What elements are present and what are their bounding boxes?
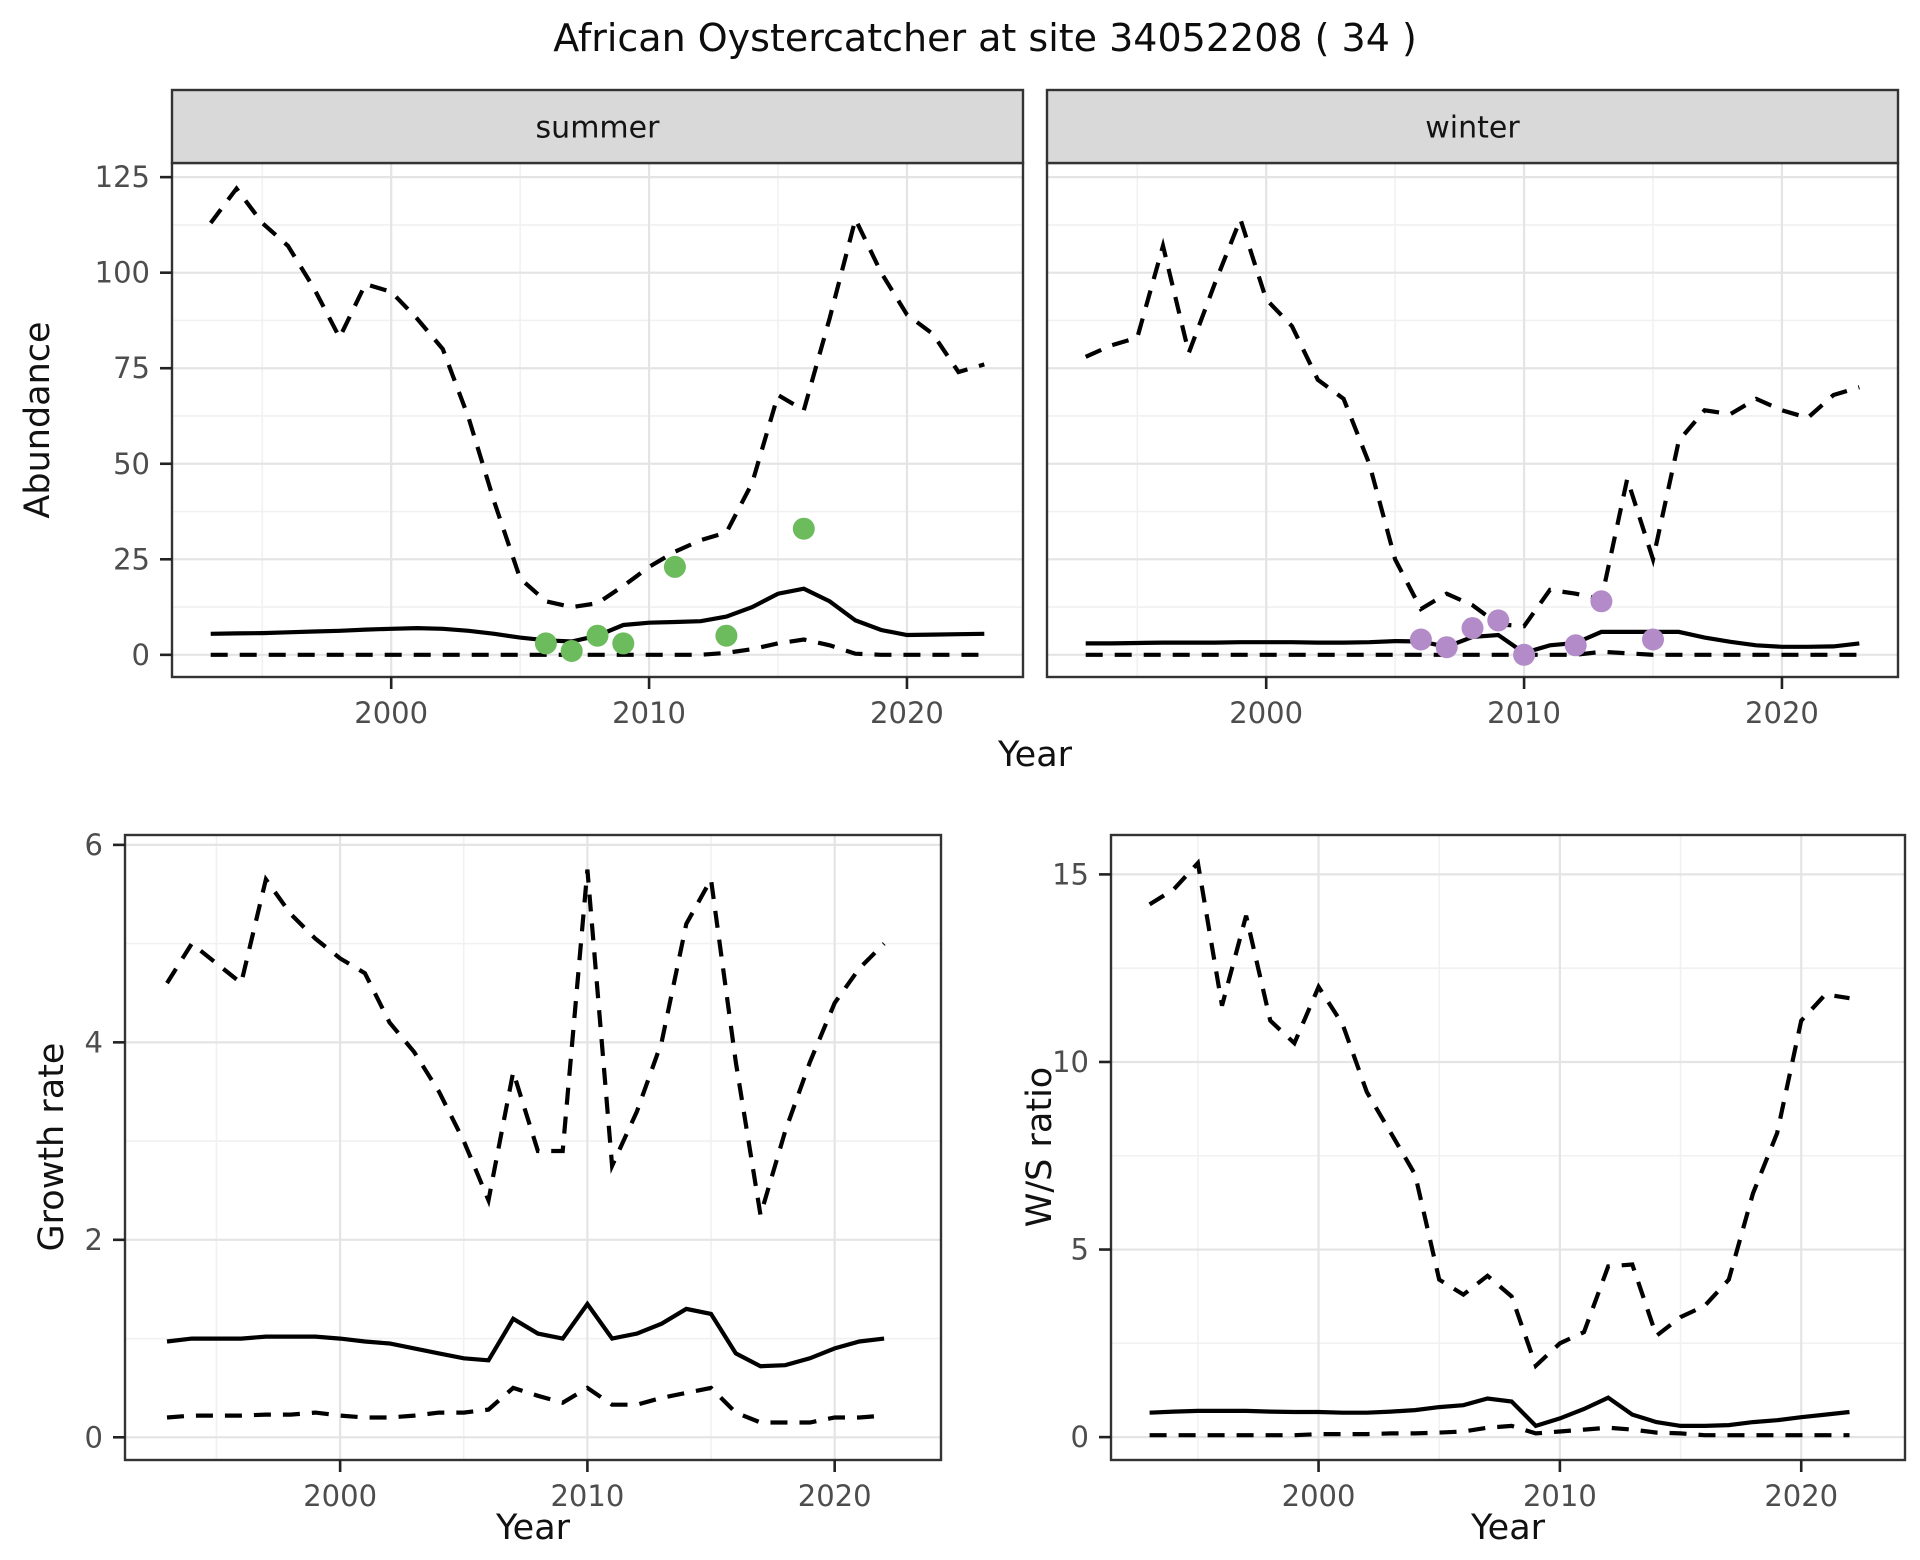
y-tick-label: 0 [1071,1420,1089,1454]
x-tick-label: 2010 [612,696,686,730]
ws-ratio-lower-ci-line [1149,1423,1850,1438]
x-tick-label: 2020 [798,1479,872,1513]
ws-ratio-x-axis-title: Year [1470,1508,1546,1548]
winter-abundance-observed-count-point [1642,628,1664,651]
y-tick-label: 25 [113,542,150,576]
growth-rate-x-axis-title: Year [495,1508,571,1548]
winter-abundance-observed-count-point [1435,636,1458,659]
panel-background [125,835,941,1460]
y-tick-label: 15 [1052,857,1089,891]
ws-ratio-axis-title: W/S ratio [1020,1066,1060,1228]
summer-abundance-observed-count-point [792,517,815,540]
winter-abundance-observed-count-point [1487,609,1510,632]
panel-growth-rate: 2000 2010 2020 0 2 4 6 [85,828,943,1513]
facet-strip-winter [1045,88,1900,165]
x-tick-label: 2000 [354,696,428,730]
facet-strip-label: summer [536,111,661,146]
y-tick-label: 4 [85,1025,103,1059]
x-tick-label: 2020 [1764,1479,1838,1513]
growth-rate-upper-ci-line [165,869,886,1216]
growth-rate-median-line [166,1300,885,1369]
y-tick-label: 2 [85,1223,103,1257]
panel-border [123,833,943,1462]
y-tick-label: 5 [1071,1233,1089,1267]
ws-ratio-upper-ci-line [1148,858,1850,1370]
panel-background [172,163,1023,677]
x-tick-label: 2020 [1745,696,1819,730]
winter-abundance-upper-ci-line [1084,212,1860,629]
x-tick-label: 2010 [1523,1479,1597,1513]
summer-abundance-observed-count-point [534,632,557,655]
abundance-x-axis-title: Year [997,735,1073,775]
winter-abundance-lower-ci-line [1085,649,1860,657]
y-tick-label: 10 [1052,1045,1089,1079]
y-tick-label: 75 [113,351,150,385]
panel-background [1111,835,1905,1460]
winter-abundance-observed-count-point [1590,590,1613,613]
x-tick-label: 2020 [870,696,944,730]
y-tick-label: 0 [85,1420,103,1454]
abundance-axis-title: Abundance [18,321,58,519]
growth-rate-lower-ci-line [166,1385,885,1425]
facet-strip-summer [170,88,1025,165]
y-tick-label: 0 [132,638,150,672]
plot-title: African Oystercatcher at site 34052208 (… [553,16,1417,60]
panel-ws-ratio: 2000 2010 2020 0 5 10 15 [1052,833,1907,1513]
x-tick-label: 2000 [1282,1479,1356,1513]
panel-border [1109,833,1907,1462]
panel-winter-abundance: 2000 2010 2020 winter [1045,88,1900,730]
winter-abundance-observed-count-point [1461,617,1484,640]
x-tick-label: 2010 [1487,696,1561,730]
y-tick-label: 100 [95,256,150,290]
y-tick-label: 50 [113,447,150,481]
summer-abundance-observed-count-point [560,640,583,662]
winter-abundance-observed-count-point [1564,634,1587,657]
facet-strip-label: winter [1425,111,1520,146]
summer-abundance-observed-count-point [663,555,686,578]
y-tick-label: 6 [85,828,103,862]
y-tick-label: 125 [95,160,150,194]
summer-abundance-observed-count-point [612,632,635,655]
x-tick-label: 2000 [303,1479,377,1513]
panel-summer-abundance: 2000 2010 2020 0 25 50 75 100 125 summer [95,88,1025,730]
summer-abundance-observed-count-point [715,624,738,647]
ws-ratio-median-line [1149,1395,1850,1429]
summer-abundance-lower-ci-line [210,637,985,657]
x-tick-label: 2010 [550,1479,624,1513]
growth-rate-axis-title: Growth rate [32,1042,72,1252]
winter-abundance-observed-count-point [1409,628,1432,651]
summer-abundance-observed-count-point [586,624,609,647]
winter-abundance-observed-count-point [1513,643,1536,666]
x-tick-label: 2000 [1229,696,1303,730]
panel-background [1047,163,1898,677]
